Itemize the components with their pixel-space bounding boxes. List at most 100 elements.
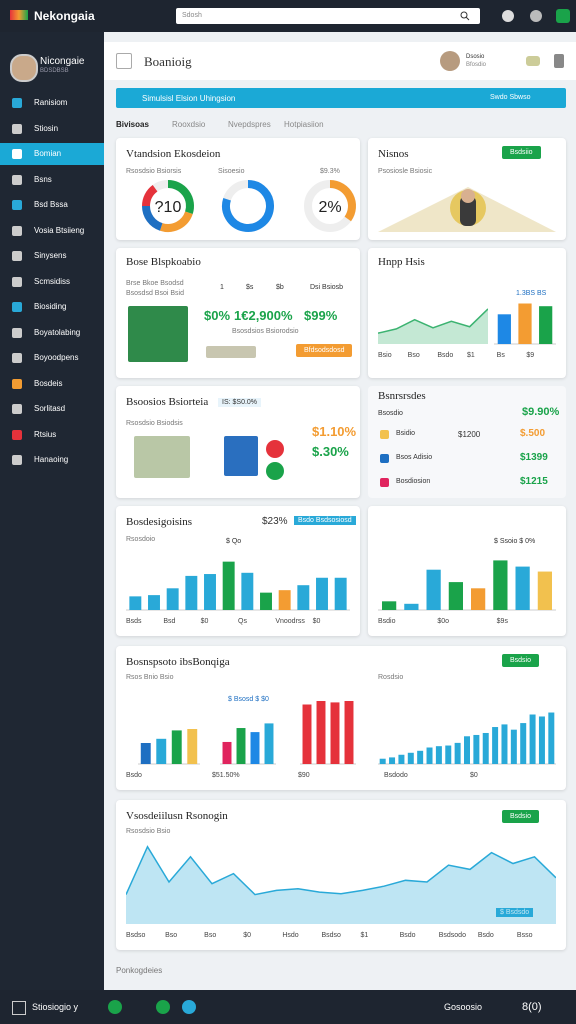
button[interactable]: Bsdsio — [502, 810, 540, 823]
nav-item[interactable]: Bosdeis — [0, 373, 104, 395]
bar — [538, 716, 545, 764]
row-label: Bosdiosion — [396, 478, 431, 485]
area-chart — [126, 845, 556, 924]
stat: $23% — [262, 516, 288, 527]
nav-item[interactable]: Vosia Btsiieng — [0, 220, 104, 242]
user-icon[interactable] — [526, 56, 540, 66]
nav-item[interactable]: Sinysens — [0, 245, 104, 267]
nav-label: Stiosin — [34, 123, 59, 133]
tab[interactable]: Rooxdsio — [172, 120, 206, 129]
nav-label: Boyoodpens — [34, 353, 79, 362]
card-title: Vsosdeiilusn Rsonogin — [126, 810, 228, 822]
bar — [204, 574, 216, 610]
calculator-icon — [224, 436, 258, 476]
card-title: Hnpp Hsis — [378, 256, 425, 268]
nav-item[interactable]: Biosiding — [0, 296, 104, 318]
menu-icon[interactable] — [116, 53, 132, 69]
bar-chart — [300, 701, 356, 765]
label: $ Ssoio $ 0% — [494, 538, 536, 545]
brand: Nekongaia — [34, 9, 95, 23]
donut-caption: ?10 — [155, 199, 182, 216]
label: 1.3BS BS — [516, 290, 547, 297]
bar — [302, 704, 312, 764]
nav-item[interactable]: Rtsius — [0, 424, 104, 446]
nav-item[interactable]: Bsd Bssa — [0, 194, 104, 216]
bell-icon[interactable] — [554, 54, 564, 68]
button[interactable]: Bsdsio — [502, 654, 540, 667]
stat: 1€2,900% — [234, 308, 293, 323]
bar — [297, 585, 310, 610]
area-chart — [378, 308, 488, 344]
chip: $ Bsdsdo — [496, 908, 534, 917]
bar — [510, 729, 517, 764]
card-title: Bsoosios Bsiorteia — [126, 396, 209, 408]
card: Nisnos Psosiosle Bsiosic Bsdsiio — [368, 138, 566, 240]
nav-item[interactable]: Boyatolabing — [0, 322, 104, 344]
x-tick-label: $1 — [360, 932, 369, 939]
row-amount: $1399 — [520, 452, 548, 463]
nav-item[interactable]: Stiosin — [0, 118, 104, 140]
bar — [407, 752, 414, 764]
icon[interactable] — [182, 1000, 196, 1014]
nav-label: Sinysens — [34, 251, 67, 260]
app-icon[interactable] — [556, 9, 570, 23]
chip: IS: $S0.0% — [218, 398, 262, 407]
bar — [241, 572, 254, 610]
bar — [316, 701, 326, 764]
row-icon — [380, 454, 389, 463]
button[interactable]: Bfdsodsdosd — [296, 344, 353, 357]
stat: $0% — [204, 308, 231, 323]
legend: 1 — [220, 284, 224, 291]
banner-action[interactable]: Swdo Sbwso — [490, 94, 531, 101]
nav-item[interactable]: Boyoodpens — [0, 347, 104, 369]
bar — [278, 590, 291, 610]
bottom-label: Stiosiogio y — [32, 1002, 79, 1012]
search-box[interactable]: Sdosh — [176, 8, 480, 24]
card-sub: Rosdsio — [378, 674, 404, 681]
icon[interactable] — [12, 1001, 26, 1015]
x-tick-label: Bsdo — [399, 932, 416, 939]
nav-icon — [12, 276, 22, 287]
nav-icon — [12, 429, 22, 440]
tab[interactable]: Nvepdspres — [228, 120, 271, 129]
nav-icon — [12, 251, 22, 261]
nav-item[interactable]: Hanaoing — [0, 449, 104, 471]
bar-chart — [220, 723, 276, 765]
row-value: $1200 — [458, 430, 481, 439]
nav-item[interactable]: Ranisiom — [0, 92, 104, 114]
profile-icon[interactable] — [502, 10, 514, 22]
card: Bosnspsoto ibsBonqiga Bsdsio Rsos Bnio B… — [116, 646, 566, 790]
icon — [266, 440, 284, 458]
x-tick-label: Hsdo — [282, 932, 299, 939]
nav-label: Bosdeis — [34, 378, 63, 388]
nav-item[interactable]: Bomian — [0, 143, 104, 165]
tab[interactable]: Hotpiasiion — [284, 120, 324, 129]
x-tick-label: $51.50% — [212, 772, 240, 779]
money-icon — [128, 306, 188, 362]
button[interactable]: Bsdsiio — [502, 146, 541, 159]
icon[interactable] — [156, 1000, 170, 1014]
icon[interactable] — [108, 1000, 122, 1014]
bar — [548, 712, 555, 764]
x-tick-label: Bso — [407, 352, 420, 359]
nav-item[interactable]: Sorlitasd — [0, 398, 104, 420]
x-tick-label: Bsdo — [437, 352, 454, 359]
bar — [236, 728, 246, 764]
label: Brse Bkoe Bsodsd — [126, 280, 184, 287]
stat: $1.10% — [312, 424, 357, 439]
nav-item[interactable]: Bsns — [0, 169, 104, 191]
x-tick-label: Vnoodrss — [275, 618, 305, 625]
bar — [493, 560, 508, 610]
bar — [501, 724, 508, 764]
area-fill — [378, 308, 488, 344]
nav-item[interactable]: Scmsidiss — [0, 271, 104, 293]
label: Rsosdsio Bsiorsis — [126, 168, 182, 175]
nav-icon — [12, 174, 22, 185]
header: Boanioig Dsosio Bfosdio — [104, 42, 576, 80]
card-title: Bosdesigoisins — [126, 516, 193, 528]
logo — [10, 10, 28, 20]
avatar-icon[interactable] — [530, 10, 542, 22]
tab[interactable]: Bivisoas — [116, 120, 149, 129]
button[interactable]: Bsdo Bsdsosiosd — [294, 516, 356, 525]
card-sub: Rsosdsio Bsio — [126, 828, 171, 835]
